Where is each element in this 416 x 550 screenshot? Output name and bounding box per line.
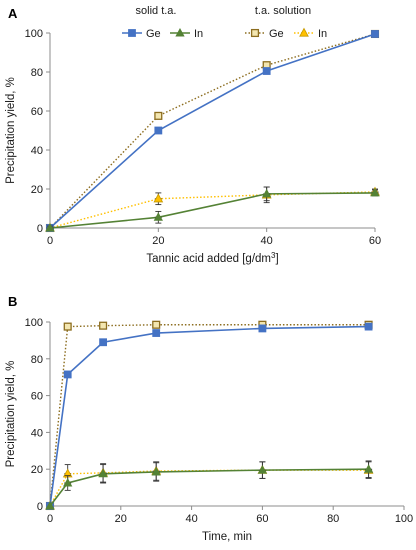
data-point bbox=[153, 193, 164, 203]
x-tick-label: 20 bbox=[115, 513, 127, 525]
y-tick-label: 0 bbox=[37, 501, 43, 513]
series-line bbox=[49, 468, 369, 507]
y-tick-label: 100 bbox=[25, 317, 43, 329]
x-tick-label: 0 bbox=[47, 235, 53, 247]
y-tick-label: 80 bbox=[31, 67, 43, 79]
x-tick-label: 20 bbox=[152, 235, 164, 247]
x-tick-label: 60 bbox=[256, 513, 268, 525]
legend-marker bbox=[128, 29, 136, 37]
x-tick-label: 40 bbox=[261, 235, 273, 247]
series-in-solid bbox=[45, 186, 380, 232]
legend-label: In bbox=[318, 28, 327, 40]
data-point bbox=[63, 322, 72, 331]
data-point bbox=[258, 324, 267, 333]
series-ge-solid bbox=[46, 30, 379, 232]
data-point bbox=[363, 464, 374, 473]
x-tick-label: 40 bbox=[185, 513, 197, 525]
legend-marker bbox=[175, 27, 185, 37]
legend: solid t.a. t.a. solution Ge In Ge In bbox=[122, 5, 327, 40]
data-point bbox=[99, 321, 108, 330]
data-point bbox=[257, 465, 268, 474]
y-axis-label: Precipitation yield, % bbox=[5, 361, 17, 468]
y-tick-label: 20 bbox=[31, 464, 43, 476]
y-axis-label: Precipitation yield, % bbox=[5, 77, 17, 184]
x-tick-label: 100 bbox=[395, 513, 413, 525]
series-line bbox=[49, 324, 369, 507]
data-point bbox=[370, 187, 380, 197]
data-point bbox=[45, 222, 55, 232]
series-in-solid bbox=[45, 460, 374, 510]
data-point bbox=[99, 338, 107, 347]
data-point bbox=[152, 329, 161, 337]
series-ge-dotted bbox=[45, 29, 380, 233]
data-point bbox=[262, 67, 271, 75]
y-tick-label: 80 bbox=[31, 354, 43, 366]
data-point bbox=[63, 477, 73, 487]
series-line bbox=[49, 192, 376, 229]
chart-panel-b: B 0 20 40 60 80 100 0 20 40 60 80 100 Precipitation y… bbox=[5, 294, 413, 543]
x-axis-label-main: Time, min bbox=[202, 531, 252, 543]
legend-group-title: solid t.a. bbox=[136, 5, 177, 17]
y-tick-label: 60 bbox=[31, 106, 43, 118]
data-point bbox=[364, 322, 373, 331]
x-axis-label-main: Tannic acid added [g/dm bbox=[146, 253, 271, 265]
y-tick-label: 60 bbox=[31, 391, 43, 403]
y-tick-label: 100 bbox=[25, 28, 43, 40]
legend-label: Ge bbox=[269, 28, 284, 40]
series-line bbox=[49, 191, 376, 229]
series-line bbox=[49, 33, 376, 229]
y-tick-label: 40 bbox=[31, 427, 43, 439]
panel-label: A bbox=[8, 6, 18, 21]
x-tick-label: 0 bbox=[47, 513, 53, 525]
y-tick-label: 40 bbox=[31, 145, 43, 157]
data-point bbox=[63, 370, 72, 379]
legend-group-title: t.a. solution bbox=[255, 5, 311, 17]
x-axis-label: Time, min bbox=[202, 531, 252, 543]
data-point bbox=[154, 126, 163, 135]
panel-label: B bbox=[8, 294, 17, 309]
data-point bbox=[98, 468, 108, 478]
legend-label: In bbox=[194, 28, 203, 40]
legend-marker bbox=[250, 28, 260, 38]
chart-panel-a: A 0 20 40 60 80 100 0 20 40 60 Precipitation yield,… bbox=[5, 5, 381, 265]
x-axis-label-end: ] bbox=[275, 253, 278, 265]
series-line bbox=[49, 33, 376, 229]
data-point bbox=[262, 188, 272, 198]
y-tick-label: 0 bbox=[37, 223, 43, 235]
data-point bbox=[151, 466, 161, 476]
x-axis-label: Tannic acid added [g/dm3] bbox=[146, 251, 278, 265]
x-tick-label: 60 bbox=[369, 235, 381, 247]
x-axis-label-superscript: 3 bbox=[271, 251, 276, 260]
x-tick-label: 80 bbox=[327, 513, 339, 525]
series-line bbox=[49, 325, 369, 507]
data-point bbox=[152, 320, 161, 329]
y-tick-label: 20 bbox=[31, 184, 43, 196]
series-ge-solid bbox=[46, 322, 373, 510]
data-point bbox=[153, 212, 163, 221]
data-point bbox=[45, 500, 55, 510]
data-point bbox=[154, 111, 163, 120]
data-point bbox=[371, 30, 379, 38]
legend-label: Ge bbox=[146, 28, 161, 40]
legend-marker bbox=[299, 27, 309, 37]
